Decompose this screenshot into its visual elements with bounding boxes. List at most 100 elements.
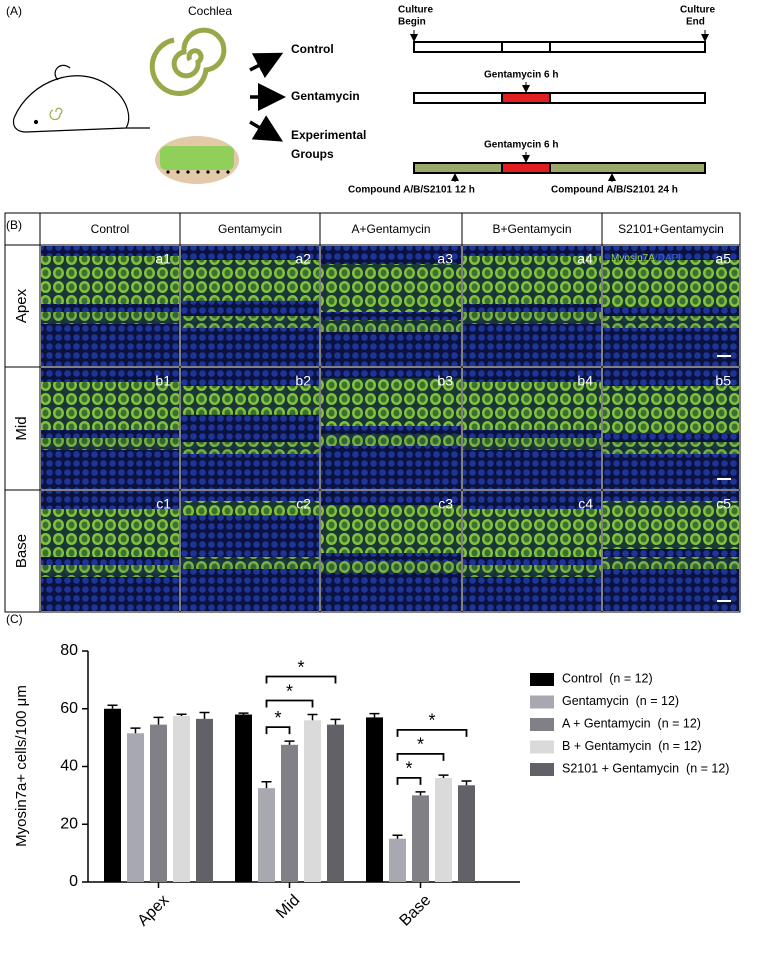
error-bar <box>415 791 426 796</box>
significance-label: * <box>297 657 304 677</box>
panel-label: (A) <box>6 4 22 18</box>
error-bar <box>176 713 187 716</box>
hair-cell-band <box>41 256 179 304</box>
hair-cell-band <box>321 505 461 553</box>
micrograph: c1 <box>41 491 179 611</box>
hair-cell-band <box>603 442 739 454</box>
bar <box>104 708 121 882</box>
arrows <box>249 52 286 142</box>
bar <box>389 838 406 882</box>
timeline-label: Compound A/B/S2101 12 h <box>348 185 475 196</box>
legend-swatch <box>530 763 554 776</box>
bar <box>327 724 344 882</box>
column-header: B+Gentamycin <box>492 222 571 236</box>
significance-bracket <box>265 726 291 735</box>
timeline-label: Gentamycin 6 h <box>484 140 558 151</box>
stain-part: /DAPI <box>655 253 681 264</box>
error-bar <box>307 713 318 721</box>
error-bar <box>153 716 164 725</box>
micrograph: b1 <box>41 368 179 489</box>
y-tick-label: 40 <box>60 758 78 775</box>
hair-cell-band <box>41 565 179 577</box>
significance-label: * <box>405 759 412 779</box>
error-bar <box>261 781 272 789</box>
cochlea-label: Cochlea <box>188 4 232 18</box>
significance-bracket <box>265 699 314 708</box>
panel-label: (B) <box>6 218 22 232</box>
row-label: Mid <box>13 416 30 440</box>
tile-label: b5 <box>715 373 731 389</box>
tile-label: b4 <box>577 373 593 389</box>
hair-cell-band <box>181 316 319 328</box>
x-tick-label: Mid <box>273 892 303 922</box>
tile-label: b3 <box>437 373 453 389</box>
timeline-label: Begin <box>398 17 426 28</box>
column-header: Gentamycin <box>218 222 282 236</box>
bar <box>235 714 252 882</box>
hair-cell-band <box>41 509 179 557</box>
y-tick-label: 20 <box>60 815 78 832</box>
row-label: Base <box>13 534 30 568</box>
hair-cell-band <box>321 378 461 426</box>
hair-cell-band <box>41 438 179 450</box>
y-tick-label: 80 <box>60 642 78 659</box>
stain-part: Myosin7A <box>611 253 655 264</box>
cochlea-explant <box>155 136 239 184</box>
tile-label: c1 <box>156 496 171 512</box>
error-bar <box>392 834 403 839</box>
bar <box>258 788 275 882</box>
error-bar <box>461 780 472 786</box>
micrograph: a1 <box>41 246 179 366</box>
y-tick-label: 0 <box>69 873 78 890</box>
tile-label: c2 <box>296 496 311 512</box>
hair-cell-band <box>321 561 461 573</box>
tile-label: a2 <box>295 251 311 267</box>
row-label: Apex <box>13 288 30 323</box>
significance-bracket <box>396 777 422 785</box>
grid-border <box>4 212 741 613</box>
timeline-label: End <box>686 17 705 28</box>
error-bar <box>438 774 449 779</box>
timeline-label: Compound A/B/S2101 24 h <box>551 185 678 196</box>
micrograph: c5 <box>603 491 739 611</box>
hair-cell-band <box>41 382 179 430</box>
y-axis-label: Myosin7a+ cells/100 μm <box>13 685 30 847</box>
cochlea-icon <box>149 27 227 96</box>
bar <box>458 785 475 882</box>
tile-label: a4 <box>577 251 593 267</box>
hair-cell-band <box>603 316 739 328</box>
legend-swatch <box>530 718 554 731</box>
bar <box>366 717 383 882</box>
x-tick-label: Base <box>397 892 435 930</box>
legend-swatch <box>530 695 554 709</box>
hair-cell-band <box>603 501 739 549</box>
significance-label: * <box>274 708 281 728</box>
significance-bracket <box>396 753 445 761</box>
micrograph: c3 <box>321 491 461 611</box>
hair-cell-band <box>181 260 319 301</box>
column-header: S2101+Gentamycin <box>618 222 724 236</box>
tile-label: b2 <box>295 373 311 389</box>
micrograph: c2 <box>181 491 319 611</box>
micrograph: a2 <box>181 246 319 366</box>
bar <box>150 724 167 882</box>
hair-cell-band <box>603 386 739 434</box>
group-label: Gentamycin <box>291 89 360 103</box>
hair-cell-band <box>181 557 319 569</box>
micrograph: a5 <box>603 246 739 366</box>
micrograph: a4 <box>463 246 601 366</box>
micrograph: b4 <box>463 368 601 489</box>
bar <box>281 744 298 882</box>
tile-label: a1 <box>155 251 171 267</box>
group-label: Control <box>291 42 334 56</box>
hair-cell-band <box>321 434 461 446</box>
image-grid: Control Gentamycin A+Gentamycin B+Gentamyci… <box>4 212 741 613</box>
significance-label: * <box>428 711 435 731</box>
error-bar <box>107 704 118 709</box>
micrograph: c4 <box>463 491 601 611</box>
column-header: Control <box>91 222 130 236</box>
error-bar <box>369 712 380 718</box>
group-label: Groups <box>291 147 334 161</box>
